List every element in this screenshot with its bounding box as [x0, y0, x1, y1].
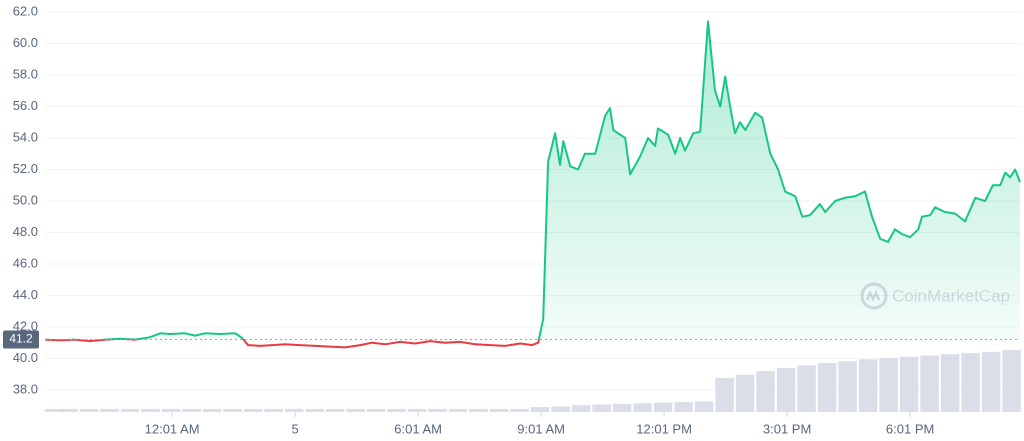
volume-bar	[407, 408, 427, 412]
price-line	[44, 20, 1021, 349]
volume-bar	[202, 408, 222, 412]
volume-bar	[100, 408, 119, 412]
y-tick-label: 58.0	[13, 66, 38, 81]
volume-bar	[551, 406, 570, 412]
x-tick-label: 9:01 AM	[517, 421, 565, 436]
volume-bar	[735, 374, 755, 412]
volume-bar	[182, 408, 201, 412]
volume-bar	[448, 408, 468, 412]
x-tick-label: 6:01 PM	[886, 421, 934, 436]
volume-bar	[59, 408, 78, 412]
x-tick-label: 12:01 PM	[636, 421, 692, 436]
volume-bar	[776, 367, 796, 412]
volume-bar	[858, 359, 878, 412]
volume-bar	[633, 403, 652, 412]
volume-bar	[674, 402, 693, 412]
x-tick-label: 3:01 PM	[763, 421, 811, 436]
volume-bar	[346, 408, 365, 412]
volume-bar	[530, 407, 550, 412]
volume-bar	[879, 358, 898, 412]
reference-label: 41.2	[9, 332, 33, 346]
volume-bar	[940, 354, 960, 412]
volume-bar	[653, 402, 673, 412]
volume-bar	[469, 408, 488, 412]
y-tick-label: 56.0	[13, 98, 38, 113]
y-tick-label: 44.0	[13, 287, 38, 302]
volume-bar	[428, 408, 447, 412]
volume-bar	[756, 371, 775, 412]
volume-bar	[592, 404, 611, 412]
volume-bar	[264, 408, 283, 412]
volume-bar	[305, 408, 324, 412]
reference-box	[3, 330, 39, 349]
y-tick-label: 50.0	[13, 192, 38, 207]
volume-bar	[1002, 350, 1021, 412]
y-tick-label: 60.0	[13, 35, 38, 50]
x-tick-label: 5	[291, 421, 298, 436]
volume-bar	[899, 356, 919, 412]
y-tick-label: 40.0	[13, 350, 38, 365]
volume-bar	[223, 408, 242, 412]
watermark: CoinMarketCap	[860, 282, 1010, 310]
volume-bar	[489, 408, 509, 412]
y-tick-label: 52.0	[13, 161, 38, 176]
price-area	[45, 21, 1020, 340]
volume-bar	[838, 361, 857, 412]
volume-bar	[366, 408, 386, 412]
volume-bar	[612, 403, 632, 412]
volume-bar	[694, 401, 714, 412]
volume-bar	[920, 355, 939, 412]
volume-bar	[120, 408, 140, 412]
volume-bar	[571, 405, 591, 412]
volume-bar	[325, 408, 345, 412]
x-tick-label: 12:01 AM	[145, 421, 200, 436]
volume-bar	[387, 408, 406, 412]
volume-bar	[45, 408, 64, 412]
watermark-text: CoinMarketCap	[892, 286, 1010, 305]
x-tick-label: 6:01 AM	[394, 421, 442, 436]
volume-bar	[79, 408, 99, 412]
volume-bar	[715, 377, 734, 412]
volume-bar	[981, 351, 1001, 412]
volume-bar	[284, 408, 304, 412]
volume-bar	[797, 365, 816, 412]
y-tick-label: 62.0	[13, 3, 38, 18]
y-tick-label: 46.0	[13, 255, 38, 270]
volume-bar	[961, 353, 980, 412]
volume-bar	[510, 408, 529, 412]
y-tick-label: 54.0	[13, 129, 38, 144]
volume-bar	[161, 408, 181, 412]
y-tick-label: 48.0	[13, 224, 38, 239]
volume-bar	[243, 408, 263, 412]
y-tick-label: 42.0	[13, 318, 38, 333]
volume-bar	[141, 408, 160, 412]
volume-bar	[817, 363, 837, 412]
y-tick-label: 38.0	[13, 381, 38, 396]
